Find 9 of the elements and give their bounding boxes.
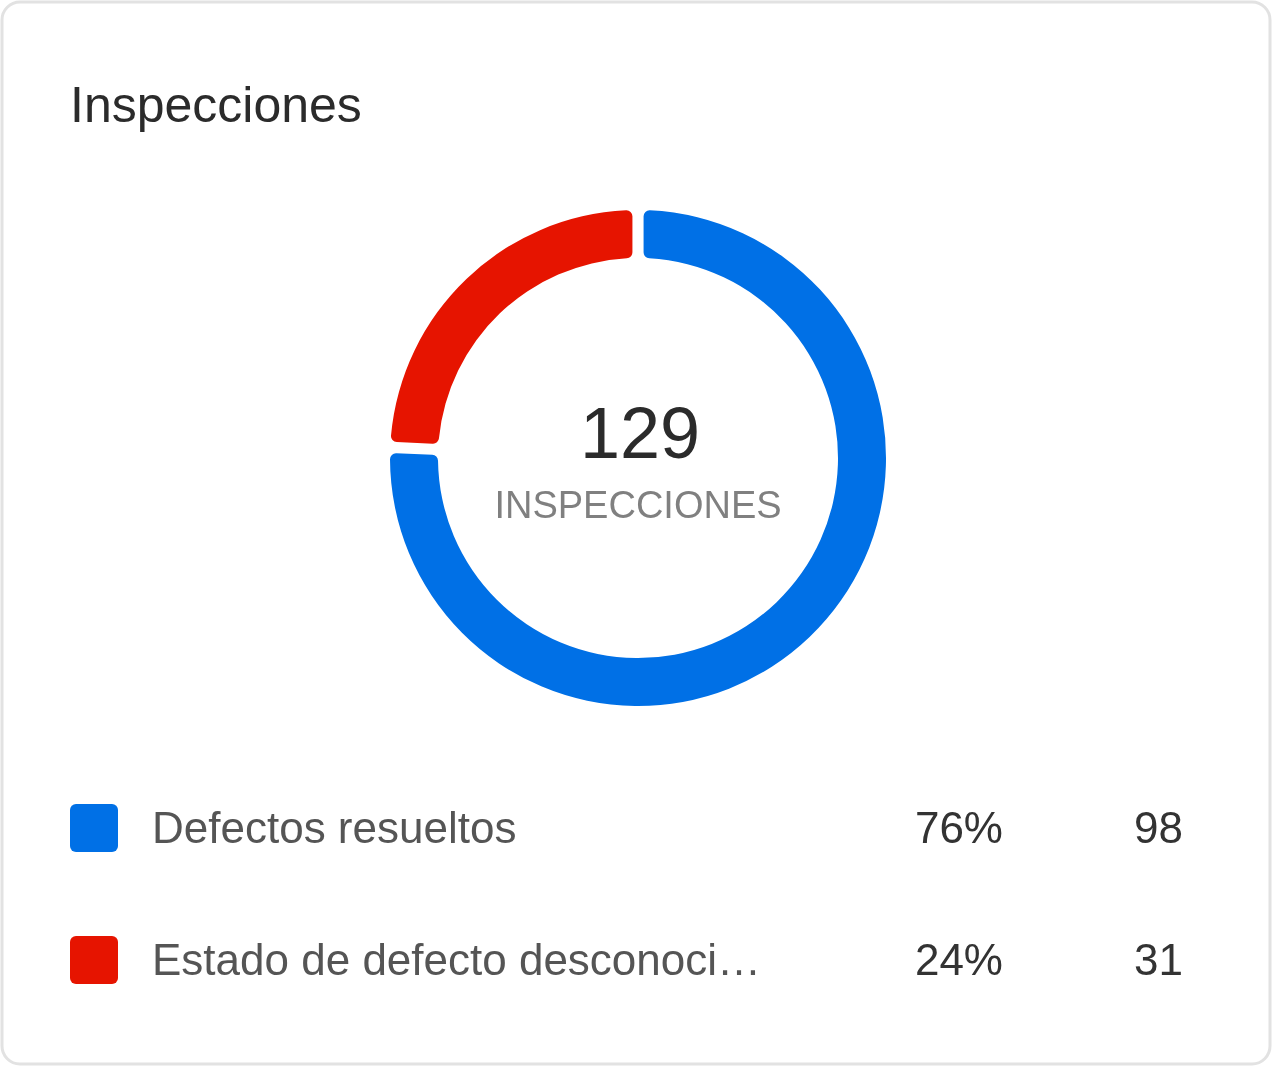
data-label: 98 [1134, 803, 1183, 852]
chart-title: Inspecciones [70, 77, 362, 133]
text: 24% [914, 935, 1003, 984]
data-label: 31 [1134, 935, 1183, 984]
text: 76% [914, 803, 1003, 852]
text: 129 [579, 393, 701, 473]
legend-label: Defectos resueltos [152, 803, 517, 852]
text: INSPECCIONES [494, 484, 782, 526]
legend-label: Estado de defecto desconoci… [152, 935, 762, 984]
